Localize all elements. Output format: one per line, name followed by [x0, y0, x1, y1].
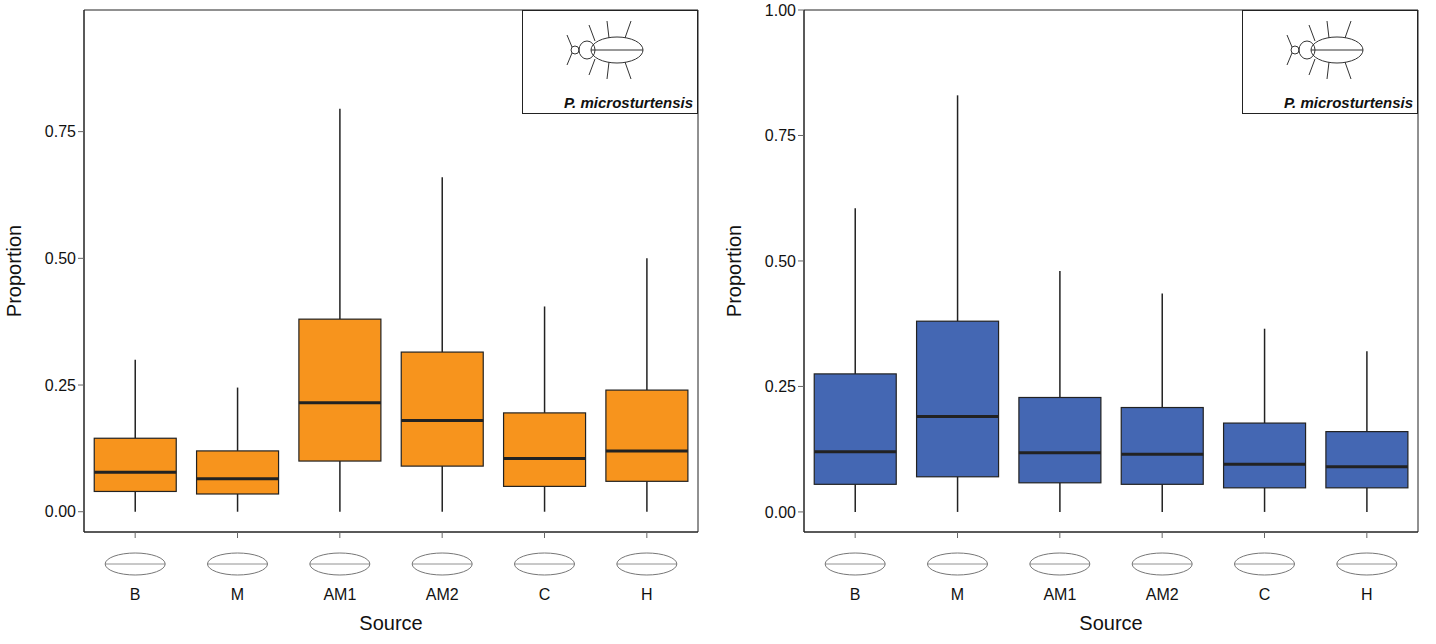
svg-text:AM2: AM2: [1146, 586, 1179, 603]
svg-text:Source: Source: [359, 612, 422, 634]
svg-text:B: B: [850, 586, 861, 603]
svg-text:0.50: 0.50: [765, 253, 796, 270]
svg-text:1.00: 1.00: [765, 2, 796, 19]
svg-text:C: C: [1259, 586, 1271, 603]
svg-text:B: B: [130, 586, 141, 603]
svg-text:0.25: 0.25: [765, 378, 796, 395]
svg-text:Proportion: Proportion: [3, 225, 25, 317]
svg-text:M: M: [231, 586, 244, 603]
svg-text:0.00: 0.00: [765, 504, 796, 521]
svg-text:C: C: [539, 586, 551, 603]
svg-text:0.75: 0.75: [45, 123, 76, 140]
svg-text:H: H: [1361, 586, 1373, 603]
svg-text:Proportion: Proportion: [723, 225, 745, 317]
svg-text:M: M: [951, 586, 964, 603]
svg-text:AM2: AM2: [426, 586, 459, 603]
svg-text:Source: Source: [1079, 612, 1142, 634]
svg-text:0.00: 0.00: [45, 503, 76, 520]
svg-text:AM1: AM1: [1043, 586, 1076, 603]
html-text:P. microsturtensis: P. microsturtensis: [1284, 94, 1413, 111]
svg-text:0.75: 0.75: [765, 127, 796, 144]
svg-text:0.25: 0.25: [45, 377, 76, 394]
svg-text:H: H: [641, 586, 653, 603]
html-text:P. microsturtensis: P. microsturtensis: [564, 94, 693, 111]
svg-text:0.50: 0.50: [45, 250, 76, 267]
svg-text:AM1: AM1: [323, 586, 356, 603]
